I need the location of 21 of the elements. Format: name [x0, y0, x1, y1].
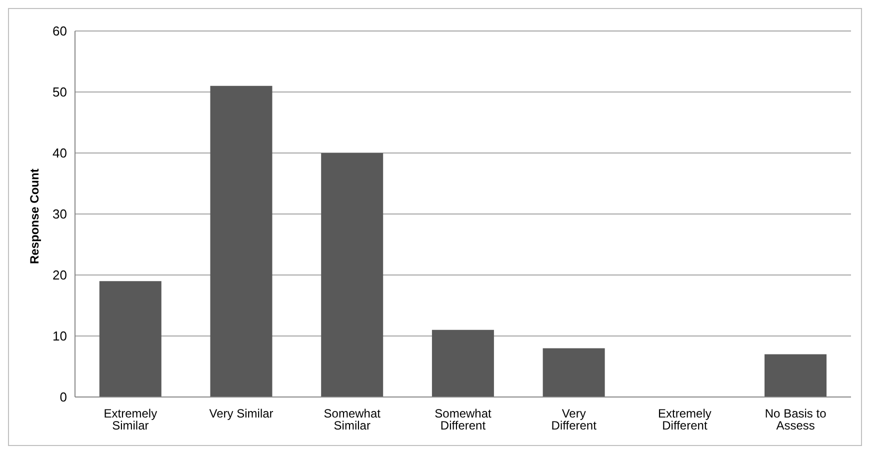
x-tick-label: Very Similar: [209, 406, 274, 421]
bar: [432, 330, 494, 397]
x-tick-label: Extremely Different: [658, 406, 712, 433]
y-tick-label: 0: [60, 390, 67, 405]
x-tick-label: Extremely Similar: [104, 406, 158, 433]
y-tick-label: 30: [52, 206, 67, 222]
y-tick-label: 10: [52, 328, 67, 344]
y-tick-label: 50: [52, 84, 67, 100]
y-axis-title: Response Count: [27, 168, 42, 264]
x-tick-label: Very Different: [551, 406, 598, 433]
x-tick-label: No Basis to Assess: [764, 406, 827, 433]
bar: [764, 354, 827, 397]
x-tick-label: Somewhat Different: [434, 406, 492, 433]
bar: [321, 153, 384, 397]
y-tick-label: 20: [52, 268, 67, 283]
bar: [210, 86, 272, 397]
bar: [542, 348, 605, 397]
x-tick-label: Somewhat Similar: [324, 406, 382, 433]
y-tick-label: 60: [52, 24, 67, 39]
bar: [99, 281, 162, 397]
y-tick-label: 40: [52, 146, 67, 161]
